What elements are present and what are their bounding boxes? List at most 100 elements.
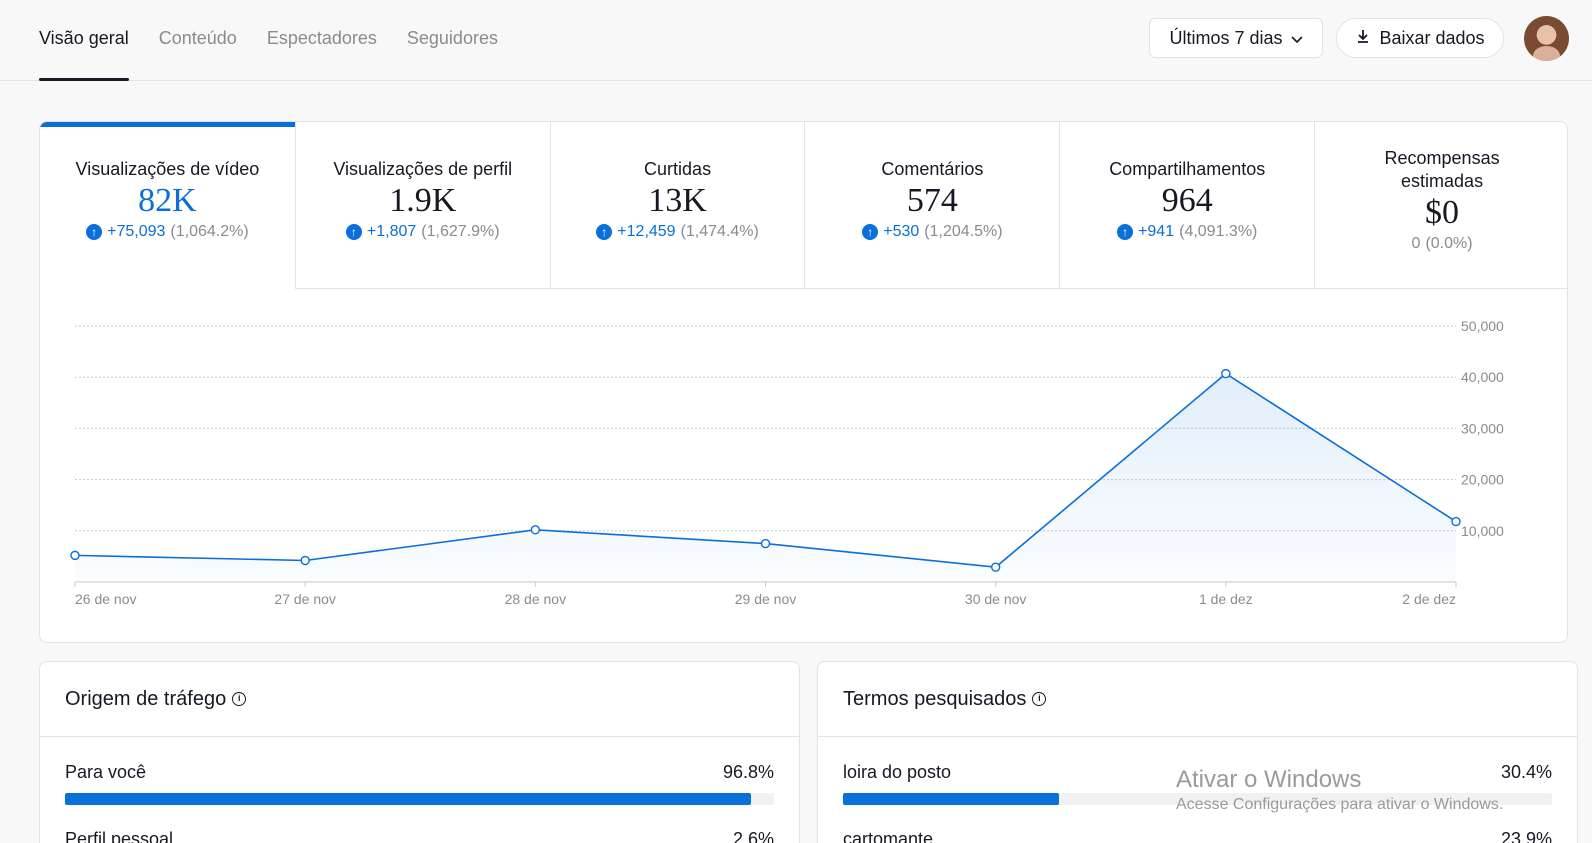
- metric-label: Visualizações de perfil: [333, 159, 513, 179]
- metric-video-views[interactable]: Visualizações de vídeo 82K ↑ +75,093 (1,…: [40, 122, 295, 289]
- arrow-up-icon: ↑: [345, 224, 362, 240]
- y-tick-label: 50,000: [1461, 318, 1504, 334]
- metric-comments[interactable]: Comentários 574 ↑ +530 (1,204.5%): [804, 122, 1060, 289]
- change-number: +75,093: [107, 223, 166, 240]
- row-percent: 30.4%: [1500, 762, 1552, 782]
- change-percent: (1,474.4%): [680, 223, 759, 240]
- metric-value: $0: [1425, 194, 1460, 231]
- change-number: +530: [883, 223, 920, 240]
- x-tick-label: 29 de nov: [735, 591, 797, 607]
- arrow-up-icon: ↑: [86, 224, 103, 240]
- x-tick-label: 1 de dez: [1199, 591, 1253, 607]
- row-label: cartomante: [843, 829, 934, 843]
- metric-value: 574: [906, 182, 958, 219]
- tab-overview[interactable]: Visão geral: [39, 0, 129, 81]
- avatar[interactable]: [1524, 16, 1569, 61]
- metrics-row: Visualizações de vídeo 82K ↑ +75,093 (1,…: [40, 122, 1567, 289]
- metric-value: 13K: [648, 182, 707, 219]
- metric-change: ↑ +12,459 (1,474.4%): [551, 221, 805, 243]
- panel-header: Origem de tráfego i: [40, 662, 799, 737]
- x-tick-label: 28 de nov: [505, 591, 567, 607]
- analytics-tabs: Visão geral Conteúdo Espectadores Seguid…: [39, 0, 528, 81]
- arrow-up-icon: ↑: [862, 224, 879, 240]
- row-percent: 23.9%: [1500, 829, 1552, 843]
- arrow-up-icon: ↑: [596, 224, 613, 240]
- panel-header: Termos pesquisados i: [818, 662, 1577, 737]
- metric-estimated-rewards[interactable]: Recompensas estimadas $0 0 (0.0%): [1314, 122, 1567, 289]
- x-tick-label: 2 de dez: [1402, 591, 1456, 607]
- row-percent: 96.8%: [722, 762, 774, 782]
- video-views-chart: 10,000 20,000 30,000 40,000 50,000 26 de nov 2…: [40, 289, 1567, 642]
- list-item: cartomante 23.9%: [818, 804, 1577, 843]
- change-percent: (1,064.2%): [170, 223, 249, 240]
- x-tick-label: 27 de nov: [274, 591, 336, 607]
- change-percent: (1,627.9%): [421, 223, 500, 240]
- tab-followers[interactable]: Seguidores: [406, 28, 498, 48]
- x-tick-label: 26 de nov: [75, 591, 137, 607]
- metric-change: 0 (0.0%): [1315, 233, 1567, 255]
- metric-label: Compartilhamentos: [1109, 159, 1266, 179]
- period-label: Últimos 7 dias: [1169, 27, 1283, 48]
- y-tick-label: 10,000: [1461, 523, 1504, 539]
- data-point: [1451, 516, 1461, 527]
- metric-value: 82K: [138, 182, 197, 219]
- metric-change: ↑ +1,807 (1,627.9%): [296, 221, 550, 243]
- info-icon[interactable]: i: [232, 692, 247, 706]
- metric-likes[interactable]: Curtidas 13K ↑ +12,459 (1,474.4%): [549, 122, 805, 289]
- panel-title: Origem de tráfego: [65, 687, 227, 710]
- list-item: Para você 96.8%: [40, 737, 799, 805]
- metric-label: Curtidas: [644, 159, 712, 179]
- arrow-up-icon: ↑: [1117, 224, 1134, 240]
- metric-value: 964: [1161, 182, 1213, 219]
- change-number: +941: [1138, 223, 1175, 240]
- progress-bar: [843, 793, 1552, 805]
- metric-value: 1.9K: [389, 182, 457, 219]
- info-icon[interactable]: i: [1032, 692, 1047, 706]
- period-dropdown[interactable]: Últimos 7 dias: [1149, 18, 1323, 58]
- x-tick-label: 30 de nov: [965, 591, 1027, 607]
- list-item: Perfil pessoal 2.6%: [40, 804, 799, 843]
- chevron-down-icon: [1290, 28, 1303, 49]
- metric-label: Recompensas estimadas: [1384, 148, 1500, 191]
- data-point: [990, 562, 1001, 572]
- list-item: loira do posto 30.4%: [818, 737, 1577, 805]
- data-point: [530, 525, 541, 535]
- progress-bar: [65, 793, 774, 805]
- row-label: Perfil pessoal: [65, 829, 174, 843]
- series-area: [75, 373, 1456, 582]
- row-label: loira do posto: [843, 762, 952, 782]
- change-percent: (1,204.5%): [924, 223, 1003, 240]
- data-point: [1221, 368, 1231, 379]
- metric-label: Visualizações de vídeo: [75, 159, 260, 179]
- top-navigation: Visão geral Conteúdo Espectadores Seguid…: [0, 0, 1592, 81]
- progress-fill: [843, 793, 1059, 805]
- tab-viewers[interactable]: Espectadores: [266, 28, 377, 48]
- panel-title: Termos pesquisados: [843, 687, 1027, 710]
- change-number: 0: [1411, 235, 1421, 252]
- overview-card: Visualizações de vídeo 82K ↑ +75,093 (1,…: [39, 121, 1568, 643]
- change-number: +1,807: [366, 223, 417, 240]
- y-tick-label: 20,000: [1461, 472, 1504, 488]
- change-percent: (0.0%): [1425, 235, 1473, 252]
- traffic-source-panel: Origem de tráfego i Para você 96.8% Perf…: [39, 661, 800, 843]
- metric-change: ↑ +75,093 (1,064.2%): [40, 221, 295, 243]
- metric-change: ↑ +530 (1,204.5%): [805, 221, 1059, 243]
- data-point: [300, 555, 310, 566]
- download-data-button[interactable]: Baixar dados: [1336, 18, 1504, 58]
- metric-label: Comentários: [881, 159, 984, 179]
- y-tick-label: 30,000: [1461, 420, 1504, 436]
- progress-fill: [65, 793, 752, 805]
- y-tick-label: 40,000: [1461, 369, 1504, 385]
- download-label: Baixar dados: [1379, 27, 1485, 48]
- data-point: [760, 538, 771, 549]
- metric-shares[interactable]: Compartilhamentos 964 ↑ +941 (4,091.3%): [1059, 122, 1315, 289]
- search-terms-panel: Termos pesquisados i loira do posto 30.4…: [817, 661, 1578, 843]
- change-number: +12,459: [617, 223, 676, 240]
- row-label: Para você: [65, 762, 147, 782]
- tab-content[interactable]: Conteúdo: [158, 28, 237, 48]
- data-point: [70, 550, 80, 561]
- change-percent: (4,091.3%): [1179, 223, 1258, 240]
- chart-svg: 10,000 20,000 30,000 40,000 50,000 26 de nov 2…: [70, 318, 1504, 607]
- metric-change: ↑ +941 (4,091.3%): [1060, 221, 1314, 243]
- metric-profile-views[interactable]: Visualizações de perfil 1.9K ↑ +1,807 (1…: [294, 122, 550, 289]
